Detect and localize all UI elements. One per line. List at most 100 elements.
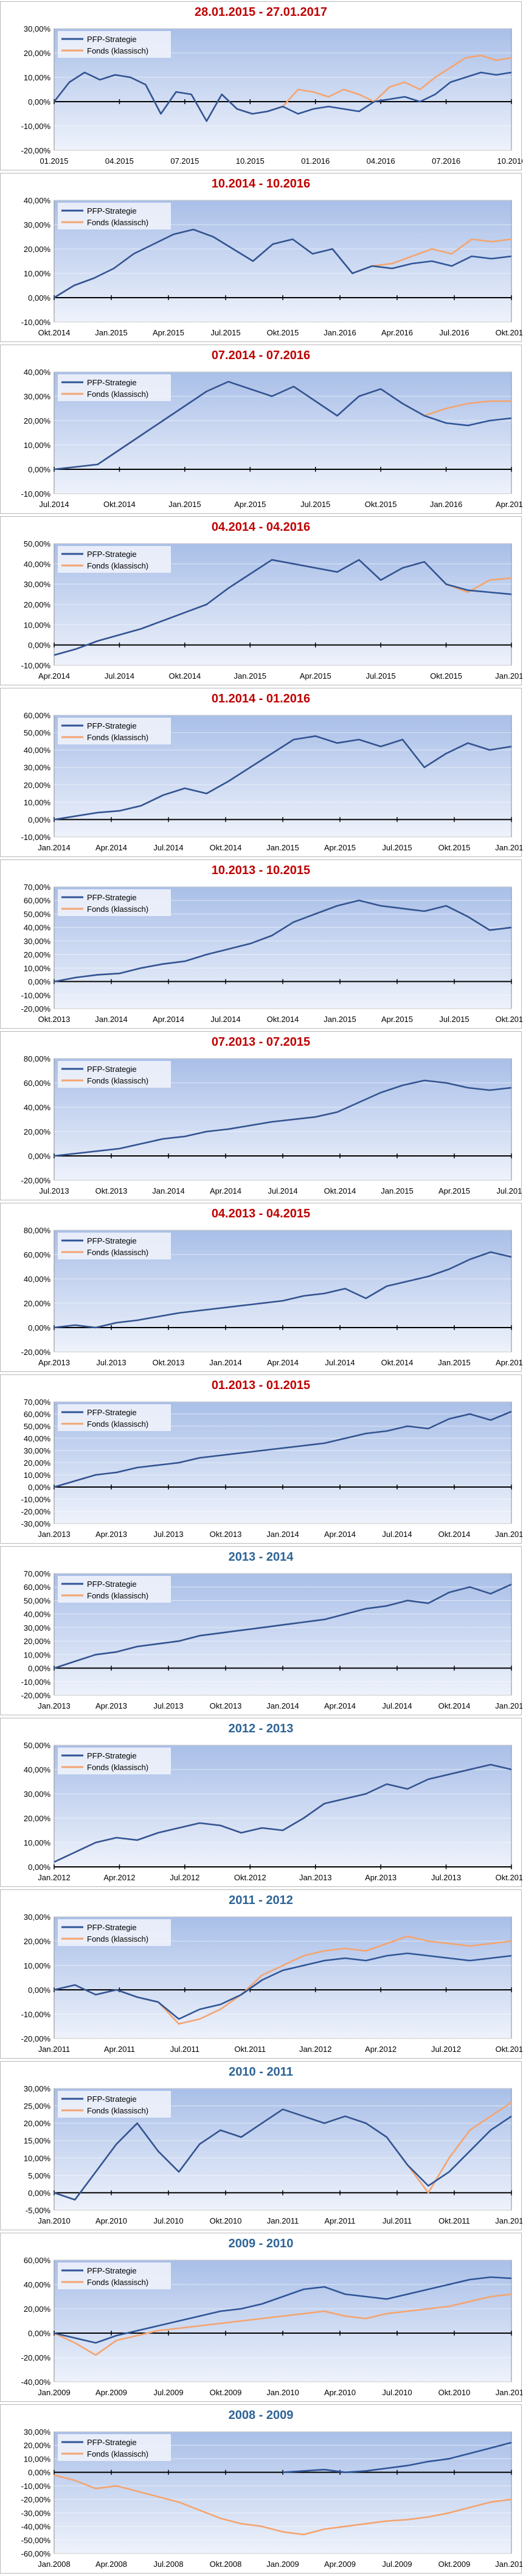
x-tick-label: Apr.2015 [153, 328, 184, 337]
y-tick-label: 40,00% [24, 196, 51, 205]
legend-label-fonds-klassisch: Fonds (klassisch) [87, 1248, 148, 1257]
x-tick-label: Okt.2014 [381, 1358, 414, 1367]
x-tick-label: Okt.2013 [153, 1358, 185, 1367]
x-tick-label: Okt.2014 [267, 1015, 299, 1024]
x-tick-label: Jan.2015 [438, 1358, 471, 1367]
y-tick-label: 40,00% [24, 2280, 51, 2289]
x-tick-label: Jul.2014 [105, 671, 134, 681]
x-tick-label: Jul.2014 [325, 1358, 355, 1367]
x-tick-label: Okt.2008 [210, 2560, 242, 2569]
x-tick-label: Jul.2015 [382, 843, 412, 852]
x-tick-label: Jul.2011 [170, 2045, 199, 2054]
legend-label-pfp-strategie: PFP-Strategie [87, 206, 137, 215]
y-tick-label: 10,00% [24, 1471, 51, 1480]
line-chart: 50,00% 40,00% 30,00% 20,00% 10,00% 0,00% -10,0… [21, 539, 522, 681]
y-tick-label: 30,00% [24, 937, 51, 946]
x-tick-label: Jan.2016 [495, 843, 522, 852]
y-tick-label: -20,00% [21, 2495, 51, 2504]
y-tick-label: -20,00% [21, 1176, 51, 1185]
x-tick-label: Apr.2015 [381, 1015, 413, 1024]
y-tick-label: 50,00% [24, 539, 51, 548]
chart-panel: 07.2014 - 07.2016 40,00% 30,00% 20,00% 10,00… [0, 345, 522, 514]
legend-box [58, 374, 171, 401]
x-tick-label: Apr.2015 [496, 1358, 522, 1367]
chart-title: 2009 - 2010 [228, 2237, 294, 2250]
legend-box [58, 1919, 171, 1946]
x-tick-label: Okt.2014 [324, 1186, 356, 1195]
x-tick-label: Jul.2009 [153, 2388, 183, 2397]
y-tick-label: 0,00% [28, 465, 50, 474]
x-tick-label: Jul.2013 [431, 1873, 461, 1882]
x-tick-label: Jul.2015 [366, 671, 396, 681]
line-chart: 70,00% 60,00% 50,00% 40,00% 30,00% 20,00% 10,0… [21, 1398, 522, 1539]
x-tick-label: Okt.2014 [168, 671, 201, 681]
y-tick-label: 10,00% [24, 441, 51, 450]
legend-label-fonds-klassisch: Fonds (klassisch) [87, 1591, 148, 1600]
chart-panel: 04.2013 - 04.2015 80,00% 60,00% 40,00% 20,00… [0, 1203, 522, 1372]
x-tick-label: Okt.2016 [496, 328, 522, 337]
legend-label-fonds-klassisch: Fonds (klassisch) [87, 390, 148, 399]
x-tick-label: Jul.2014 [210, 1015, 240, 1024]
x-tick-label: Jul.2012 [431, 2045, 461, 2054]
y-tick-label: 20,00% [24, 2119, 51, 2128]
y-tick-label: 40,00% [24, 1434, 51, 1443]
x-tick-label: Apr.2014 [324, 1701, 356, 1710]
y-tick-label: 10,00% [24, 1961, 51, 1970]
x-tick-label: Okt.2011 [438, 2216, 470, 2225]
y-tick-label: -10,00% [21, 318, 51, 327]
line-chart: 30,00%20,00%10,00%0,00%-10,00%-20,00%01.… [21, 24, 522, 166]
chart-panel: 01.2013 - 01.2015 70,00% 60,00% 50,00% 40,00… [0, 1374, 522, 1544]
legend-label-pfp-strategie: PFP-Strategie [87, 2095, 137, 2104]
x-tick-label: Okt.2009 [438, 2560, 471, 2569]
chart-panel: 2013 - 2014 70,00% 60,00% 50,00% 40,00% 30,00… [0, 1546, 522, 1715]
x-tick-label: Jan.2008 [38, 2560, 71, 2569]
y-tick-label: 15,00% [24, 2137, 51, 2146]
y-tick-label: 10,00% [24, 1650, 51, 1659]
y-tick-label: 40,00% [24, 1765, 51, 1774]
x-tick-label: Apr.2012 [103, 1873, 135, 1882]
x-tick-label: Jul.2013 [96, 1358, 126, 1367]
legend-label-fonds-klassisch: Fonds (klassisch) [87, 1419, 148, 1429]
y-tick-label: 5,00% [28, 2171, 50, 2180]
x-tick-label: Jan.2015 [95, 328, 128, 337]
line-chart: 80,00%60,00%40,00%20,00%0,00%-20,00%Jul.… [21, 1054, 522, 1195]
legend-label-pfp-strategie: PFP-Strategie [87, 1580, 137, 1589]
y-tick-label: 0,00% [28, 815, 50, 824]
legend-label-pfp-strategie: PFP-Strategie [87, 378, 137, 387]
x-tick-label: Jan.2014 [95, 1015, 128, 1024]
legend-label-pfp-strategie: PFP-Strategie [87, 2266, 137, 2275]
y-tick-label: 20,00% [24, 49, 51, 58]
x-tick-label: Jul.2014 [268, 1186, 297, 1195]
y-tick-label: 40,00% [24, 559, 51, 569]
y-tick-label: -10,00% [21, 122, 51, 131]
legend-label-pfp-strategie: PFP-Strategie [87, 1065, 137, 1074]
y-tick-label: 20,00% [24, 245, 51, 254]
legend-label-fonds-klassisch: Fonds (klassisch) [87, 218, 148, 227]
legend-box [58, 718, 171, 744]
x-tick-label: Jan.2015 [495, 1530, 522, 1539]
x-tick-label: Apr.2014 [38, 671, 70, 681]
chart-panel: 2009 - 2010 60,00% 40,00% 20,00% 0,00% -20,00… [0, 2233, 522, 2402]
line-chart: 80,00%60,00%40,00%20,00%0,00%-20,00%Apr.… [21, 1226, 522, 1367]
chart-panel: 01.2014 - 01.2016 60,00% 50,00% 40,00% 30,00… [0, 688, 522, 857]
series-line-pfp-strategie [53, 71, 512, 122]
y-tick-label: 70,00% [24, 883, 51, 892]
x-tick-label: Okt.2015 [438, 843, 471, 852]
y-tick-label: 20,00% [24, 416, 51, 425]
x-tick-label: Jan.2016 [495, 671, 522, 681]
x-tick-label: Jan.2016 [430, 500, 463, 509]
y-tick-label: 30,00% [24, 1790, 51, 1799]
y-tick-label: 20,00% [24, 1937, 51, 1946]
chart-panel: 28.01.2015 - 27.01.2017 30,00% 20,00% 10,00… [0, 1, 522, 170]
x-tick-label: Okt.2012 [496, 2045, 522, 2054]
line-chart: 60,00%40,00%20,00%0,00%-20,00%-40,00%Jan… [21, 2256, 522, 2397]
y-tick-label: -10,00% [21, 1495, 51, 1504]
x-tick-label: Okt.2015 [267, 328, 299, 337]
line-chart: 70,00% 60,00% 50,00% 40,00% 30,00% 20,00% 10,0… [21, 883, 522, 1024]
y-tick-label: 50,00% [24, 1596, 51, 1605]
chart-title: 07.2013 - 07.2015 [211, 1035, 311, 1049]
y-tick-label: 0,00% [28, 1863, 50, 1872]
x-tick-label: Jan.2009 [266, 2560, 299, 2569]
chart-panel: 04.2014 - 04.2016 50,00% 40,00% 30,00% 20,00… [0, 516, 522, 685]
